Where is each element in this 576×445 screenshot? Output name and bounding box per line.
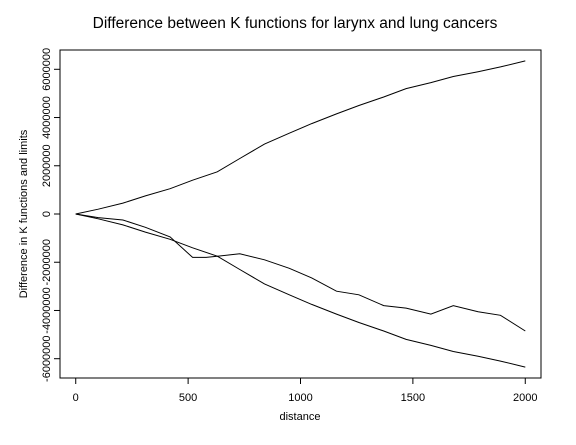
plot-frame	[59, 49, 542, 379]
x-tick-label: 2000	[513, 392, 537, 404]
series-layer	[75, 60, 526, 368]
y-tick-label: -6000000	[41, 335, 53, 382]
x-tick-label: 500	[179, 392, 197, 404]
series-line-3	[75, 213, 526, 332]
y-tick-label: 0	[41, 211, 53, 217]
y-axis: -6000000-4000000-2000000 0 2000000 4000000 6…	[41, 48, 60, 382]
y-tick-label: 6000000	[41, 48, 53, 91]
y-axis-label: Difference in K functions and limits	[18, 129, 30, 298]
y-tick-label: 4000000	[41, 96, 53, 139]
x-tick-label: 1500	[401, 392, 425, 404]
x-axis: 0 500 1000 1500 2000	[73, 378, 538, 404]
x-tick-label: 0	[73, 392, 79, 404]
chart-title: Difference between K functions for laryn…	[93, 15, 498, 32]
y-tick-label: -4000000	[41, 287, 53, 334]
series-line-2	[75, 213, 526, 368]
series-line-1	[75, 60, 526, 215]
y-tick-label: 2000000	[41, 144, 53, 187]
x-axis-label: distance	[280, 411, 321, 423]
x-tick-label: 1000	[288, 392, 312, 404]
y-tick-label: -2000000	[41, 239, 53, 286]
